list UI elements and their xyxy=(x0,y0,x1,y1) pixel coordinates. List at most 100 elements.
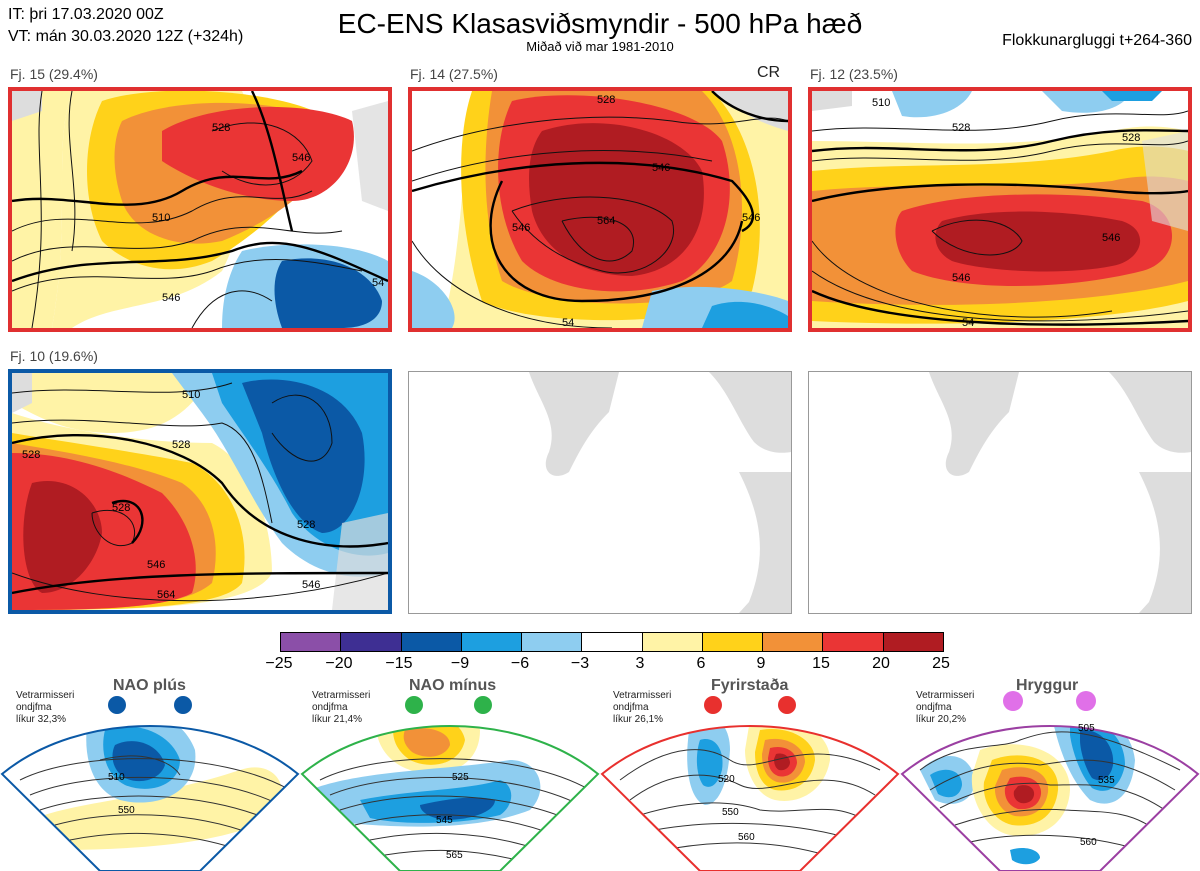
colorbar-label: 25 xyxy=(932,655,950,672)
regime-1-stats: Vetrarmisseri ondjfma líkur 32,3% xyxy=(16,690,74,726)
colorbar-label: 9 xyxy=(756,655,766,672)
panel-2-tag: CR xyxy=(757,64,781,81)
colorbar-swatch xyxy=(461,633,523,651)
contour-label: 528 xyxy=(212,122,230,134)
regime-4-dot-left xyxy=(1003,691,1023,711)
cluster-map-panel-1: 510 528 546 546 54 xyxy=(8,87,392,332)
regime-4-dot-right xyxy=(1076,691,1096,711)
regime-contour-label: 565 xyxy=(446,850,463,861)
cluster-map-panel-4: 510 528 528 528 546 564 546 528 xyxy=(8,369,392,614)
regime-4-map: 505 535 560 xyxy=(900,723,1200,871)
regime-contour-label: 520 xyxy=(718,774,735,785)
regime-3-dot-right xyxy=(778,696,796,714)
regime-contour-label: 505 xyxy=(1078,723,1095,734)
contour-label: 546 xyxy=(652,162,670,174)
contour-label: 546 xyxy=(952,272,970,284)
panel-1-label: Fj. 15 (29.4%) xyxy=(10,66,98,82)
regime-2-title: NAO mínus xyxy=(409,677,497,694)
regime-contour-label: 525 xyxy=(452,772,469,783)
regime-contour-label: 550 xyxy=(722,807,739,818)
regime-1-dot-left xyxy=(108,696,126,714)
contour-label: 528 xyxy=(22,449,40,461)
contour-label: 546 xyxy=(292,152,310,164)
init-time: IT: þri 17.03.2020 00Z xyxy=(8,6,164,23)
colorbar-label: 6 xyxy=(696,655,706,672)
regime-1-title: NAO plús xyxy=(113,677,186,694)
cluster-map-panel-2: 546 564 546 546 54 528 xyxy=(408,87,792,332)
regime-3-dot-left xyxy=(704,696,722,714)
colorbar-swatch xyxy=(642,633,703,651)
regime-2-dot-right xyxy=(474,696,492,714)
colorbar-label: 20 xyxy=(872,655,890,672)
classification-window: Flokkunargluggi t+264-360 xyxy=(1002,32,1192,49)
contour-label: 546 xyxy=(1102,232,1120,244)
colorbar-swatch xyxy=(883,633,943,651)
contour-label: 510 xyxy=(182,389,200,401)
regime-stat-line: ondjfma xyxy=(613,702,649,713)
colorbar-swatch xyxy=(582,633,643,651)
regime-3-stats: Vetrarmisseri ondjfma líkur 26,1% xyxy=(613,690,671,726)
colorbar-label: −3 xyxy=(570,655,590,672)
contour-label: 528 xyxy=(952,122,970,134)
regime-3-map: 520 550 560 xyxy=(600,725,900,871)
regime-2-map: 525 545 565 xyxy=(300,725,600,871)
page-subtitle: Miðað við mar 1981-2010 xyxy=(526,39,674,54)
contour-label: 528 xyxy=(597,94,615,106)
regime-contour-label: 560 xyxy=(738,832,755,843)
colorbar-label: 15 xyxy=(812,655,830,672)
contour-label: 546 xyxy=(147,559,165,571)
regime-stat-line: líkur 32,3% xyxy=(16,714,67,725)
regime-contour-label: 545 xyxy=(436,815,453,826)
regime-stat-line: ondjfma xyxy=(916,702,952,713)
regime-1-dot-right xyxy=(174,696,192,714)
regime-2-dot-left xyxy=(405,696,423,714)
regime-contour-label: 535 xyxy=(1098,775,1115,786)
regime-stat-line: líkur 26,1% xyxy=(613,714,664,725)
colorbar-swatch xyxy=(341,633,402,651)
regime-contour-label: 550 xyxy=(118,805,135,816)
contour-label: 564 xyxy=(597,215,615,227)
regime-4-title: Hryggur xyxy=(1016,677,1079,694)
regime-stat-line: Vetrarmisseri xyxy=(613,690,672,701)
colorbar xyxy=(280,632,944,652)
regime-stat-line: ondjfma xyxy=(16,702,52,713)
colorbar-label: −20 xyxy=(325,655,353,672)
regime-2-stats: Vetrarmisseri ondjfma líkur 21,4% xyxy=(312,690,370,726)
regime-contour-label: 560 xyxy=(1080,837,1097,848)
contour-label: 54 xyxy=(372,277,384,289)
contour-label: 528 xyxy=(172,439,190,451)
header-times: IT: þri 17.03.2020 00Z VT: mán 30.03.202… xyxy=(8,4,243,48)
contour-label: 528 xyxy=(112,502,130,514)
contour-label: 510 xyxy=(872,97,890,109)
contour-label: 546 xyxy=(742,212,760,224)
contour-label: 510 xyxy=(152,212,170,224)
colorbar-swatch xyxy=(401,633,462,651)
valid-time: VT: mán 30.03.2020 12Z (+324h) xyxy=(8,28,244,45)
contour-label: 546 xyxy=(162,292,180,304)
contour-label: 54 xyxy=(962,317,974,328)
empty-map-panel-5 xyxy=(408,371,792,614)
colorbar-swatch xyxy=(763,633,824,651)
colorbar-swatch xyxy=(281,633,342,651)
empty-map-panel-6 xyxy=(808,371,1192,614)
regime-stat-line: líkur 21,4% xyxy=(312,714,363,725)
colorbar-label: 3 xyxy=(635,655,645,672)
contour-label: 54 xyxy=(562,317,574,328)
panel-3-label: Fj. 12 (23.5%) xyxy=(810,66,898,82)
colorbar-label: −9 xyxy=(450,655,470,672)
regime-stat-line: Vetrarmisseri xyxy=(16,690,75,701)
regime-stat-line: Vetrarmisseri xyxy=(916,690,975,701)
regime-stat-line: ondjfma xyxy=(312,702,348,713)
contour-label: 528 xyxy=(1122,132,1140,144)
page-title: EC-ENS Klasasviðsmyndir - 500 hPa hæð xyxy=(337,8,863,39)
contour-label: 528 xyxy=(297,519,315,531)
panel-2-label: Fj. 14 (27.5%) xyxy=(410,66,498,82)
regime-stat-line: líkur 20,2% xyxy=(916,714,967,725)
colorbar-label: −15 xyxy=(385,655,413,672)
contour-label: 564 xyxy=(157,589,175,601)
cluster-map-panel-3: 528 510 528 546 546 54 xyxy=(808,87,1192,332)
contour-label: 546 xyxy=(512,222,530,234)
colorbar-label: −25 xyxy=(265,655,293,672)
regime-contour-label: 510 xyxy=(108,772,125,783)
regime-4-stats: Vetrarmisseri ondjfma líkur 20,2% xyxy=(916,690,974,726)
